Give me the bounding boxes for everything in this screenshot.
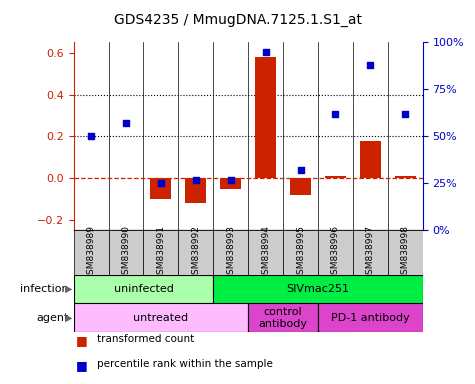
Bar	[151, 178, 171, 199]
Bar	[213, 230, 248, 275]
Bar	[143, 230, 178, 275]
Text: SIVmac251: SIVmac251	[286, 284, 350, 294]
Text: GSM838993: GSM838993	[226, 225, 235, 280]
Text: ■: ■	[76, 359, 88, 372]
Text: ■: ■	[76, 334, 88, 347]
Text: GSM838991: GSM838991	[156, 225, 165, 280]
Bar	[179, 230, 213, 275]
Point	[367, 62, 374, 68]
Point	[227, 177, 235, 183]
Bar	[108, 230, 143, 275]
Text: GSM838990: GSM838990	[122, 225, 131, 280]
Bar	[353, 230, 388, 275]
Bar	[248, 230, 283, 275]
Point	[401, 111, 409, 117]
Text: uninfected: uninfected	[114, 284, 173, 294]
Text: PD-1 antibody: PD-1 antibody	[331, 313, 410, 323]
Text: transformed count: transformed count	[97, 334, 195, 344]
Bar	[213, 275, 423, 303]
Bar	[318, 303, 423, 332]
Point	[332, 111, 339, 117]
Text: infection: infection	[20, 284, 69, 294]
Bar	[388, 230, 423, 275]
Text: percentile rank within the sample: percentile rank within the sample	[97, 359, 273, 369]
Text: GSM838992: GSM838992	[191, 225, 200, 280]
Text: GSM838994: GSM838994	[261, 225, 270, 280]
Bar	[74, 230, 108, 275]
Bar	[395, 176, 416, 178]
Point	[262, 49, 269, 55]
Text: ▶: ▶	[65, 313, 73, 323]
Bar	[325, 176, 346, 178]
Text: GSM838996: GSM838996	[331, 225, 340, 280]
Point	[87, 133, 95, 139]
Bar	[290, 178, 311, 195]
Bar	[255, 57, 276, 178]
Bar	[185, 178, 206, 203]
Point	[157, 180, 165, 187]
Text: GSM838998: GSM838998	[401, 225, 410, 280]
Bar	[360, 141, 381, 178]
Text: GSM838997: GSM838997	[366, 225, 375, 280]
Text: agent: agent	[37, 313, 69, 323]
Point	[122, 120, 130, 126]
Point	[297, 167, 304, 173]
Bar	[283, 230, 318, 275]
Text: GSM838989: GSM838989	[86, 225, 95, 280]
Bar	[318, 230, 353, 275]
Text: untreated: untreated	[133, 313, 189, 323]
Text: control
antibody: control antibody	[258, 307, 308, 329]
Bar	[220, 178, 241, 189]
Text: GSM838995: GSM838995	[296, 225, 305, 280]
Text: ▶: ▶	[65, 284, 73, 294]
Text: GDS4235 / MmugDNA.7125.1.S1_at: GDS4235 / MmugDNA.7125.1.S1_at	[114, 13, 361, 27]
Bar	[74, 275, 213, 303]
Bar	[74, 303, 248, 332]
Point	[192, 177, 200, 183]
Bar	[248, 303, 318, 332]
